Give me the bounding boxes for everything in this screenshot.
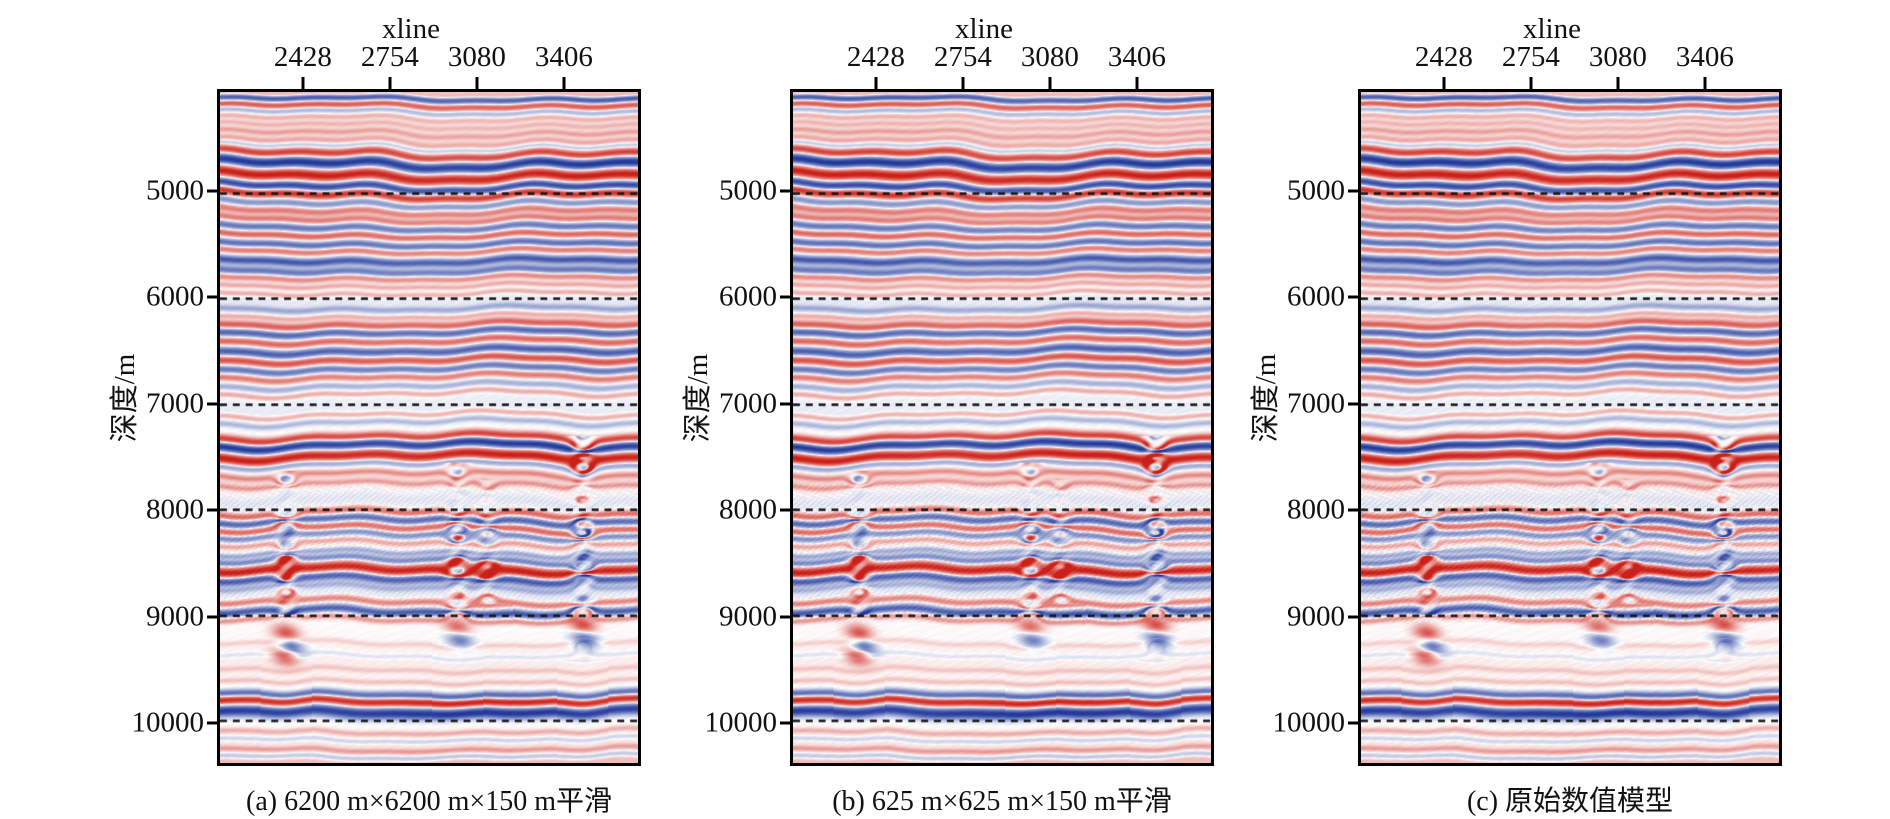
y-tick-label: 8000 [146,493,204,526]
y-tick-mark [207,295,217,299]
y-tick-mark [780,402,790,406]
x-tick-mark [562,77,566,89]
y-tick-mark [1348,295,1358,299]
seismic-canvas-c [1361,92,1779,763]
y-tick-label: 10000 [704,706,778,739]
x-tick-mark [874,77,878,89]
panel-caption-b: (b) 625 m×625 m×150 m平滑 [832,786,1172,817]
y-tick-label: 5000 [719,174,777,207]
x-tick-label: 3406 [534,41,593,73]
y-tick-label: 6000 [146,280,204,313]
panel-a: xline 2428 2754 3080 3406 深度/m 5000 6000 7000… [109,13,641,817]
y-axis-title: 深度/m [109,353,141,442]
y-axis-title: 深度/m [1250,353,1282,442]
seismic-plot-b [790,89,1214,766]
y-tick-mark [1348,508,1358,512]
x-tick-mark [961,77,965,89]
y-tick-mark [207,508,217,512]
y-tick-mark [207,402,217,406]
x-tick-label: 3080 [1020,41,1079,73]
y-tick-label: 10000 [1272,706,1346,739]
x-tick-label: 2754 [360,41,419,73]
y-tick-label: 8000 [719,493,777,526]
x-tick-label: 3406 [1107,41,1166,73]
x-tick-mark [388,77,392,89]
seismic-plot-c [1358,89,1782,766]
x-tick-label: 2428 [273,41,332,73]
seismic-plot-a [217,89,641,766]
x-axis-title: xline [382,13,440,45]
seismic-canvas-a [220,92,638,763]
y-tick-label: 7000 [1287,387,1345,420]
x-tick-mark [1529,77,1533,89]
y-tick-mark [780,295,790,299]
panel-c: xline 2428 2754 3080 3406 深度/m 5000 6000 7000… [1250,13,1782,817]
y-tick-mark [1348,721,1358,725]
x-tick-mark [1616,77,1620,89]
x-tick-label: 3080 [1588,41,1647,73]
y-tick-mark [1348,402,1358,406]
panel-caption-c: (c) 原始数值模型 [1466,786,1674,817]
y-tick-mark [207,189,217,193]
x-tick-label: 3080 [447,41,506,73]
y-tick-label: 5000 [1287,174,1345,207]
y-tick-label: 10000 [131,706,205,739]
y-tick-label: 9000 [1287,600,1345,633]
x-tick-label: 2754 [1501,41,1560,73]
x-tick-mark [1442,77,1446,89]
x-tick-mark [1048,77,1052,89]
x-tick-label: 2428 [1414,41,1473,73]
y-tick-label: 7000 [146,387,204,420]
y-tick-mark [1348,189,1358,193]
y-tick-label: 5000 [146,174,204,207]
y-tick-mark [207,721,217,725]
y-tick-mark [1348,615,1358,619]
panel-b: xline 2428 2754 3080 3406 深度/m 5000 6000 7000… [682,13,1214,817]
panel-caption-a: (a) 6200 m×6200 m×150 m平滑 [246,786,612,817]
y-axis-title: 深度/m [682,353,714,442]
y-tick-label: 6000 [719,280,777,313]
y-tick-label: 8000 [1287,493,1345,526]
x-tick-mark [475,77,479,89]
x-axis-title: xline [1523,13,1581,45]
seismic-canvas-b [793,92,1211,763]
x-tick-label: 2754 [933,41,992,73]
x-tick-mark [301,77,305,89]
y-tick-label: 6000 [1287,280,1345,313]
y-tick-label: 7000 [719,387,777,420]
x-axis-title: xline [955,13,1013,45]
y-tick-label: 9000 [719,600,777,633]
y-tick-mark [780,508,790,512]
x-tick-mark [1703,77,1707,89]
x-tick-mark [1135,77,1139,89]
y-tick-mark [780,721,790,725]
x-tick-label: 2428 [846,41,905,73]
y-tick-mark [780,615,790,619]
y-tick-mark [207,615,217,619]
x-tick-label: 3406 [1675,41,1734,73]
y-tick-label: 9000 [146,600,204,633]
y-tick-mark [780,189,790,193]
